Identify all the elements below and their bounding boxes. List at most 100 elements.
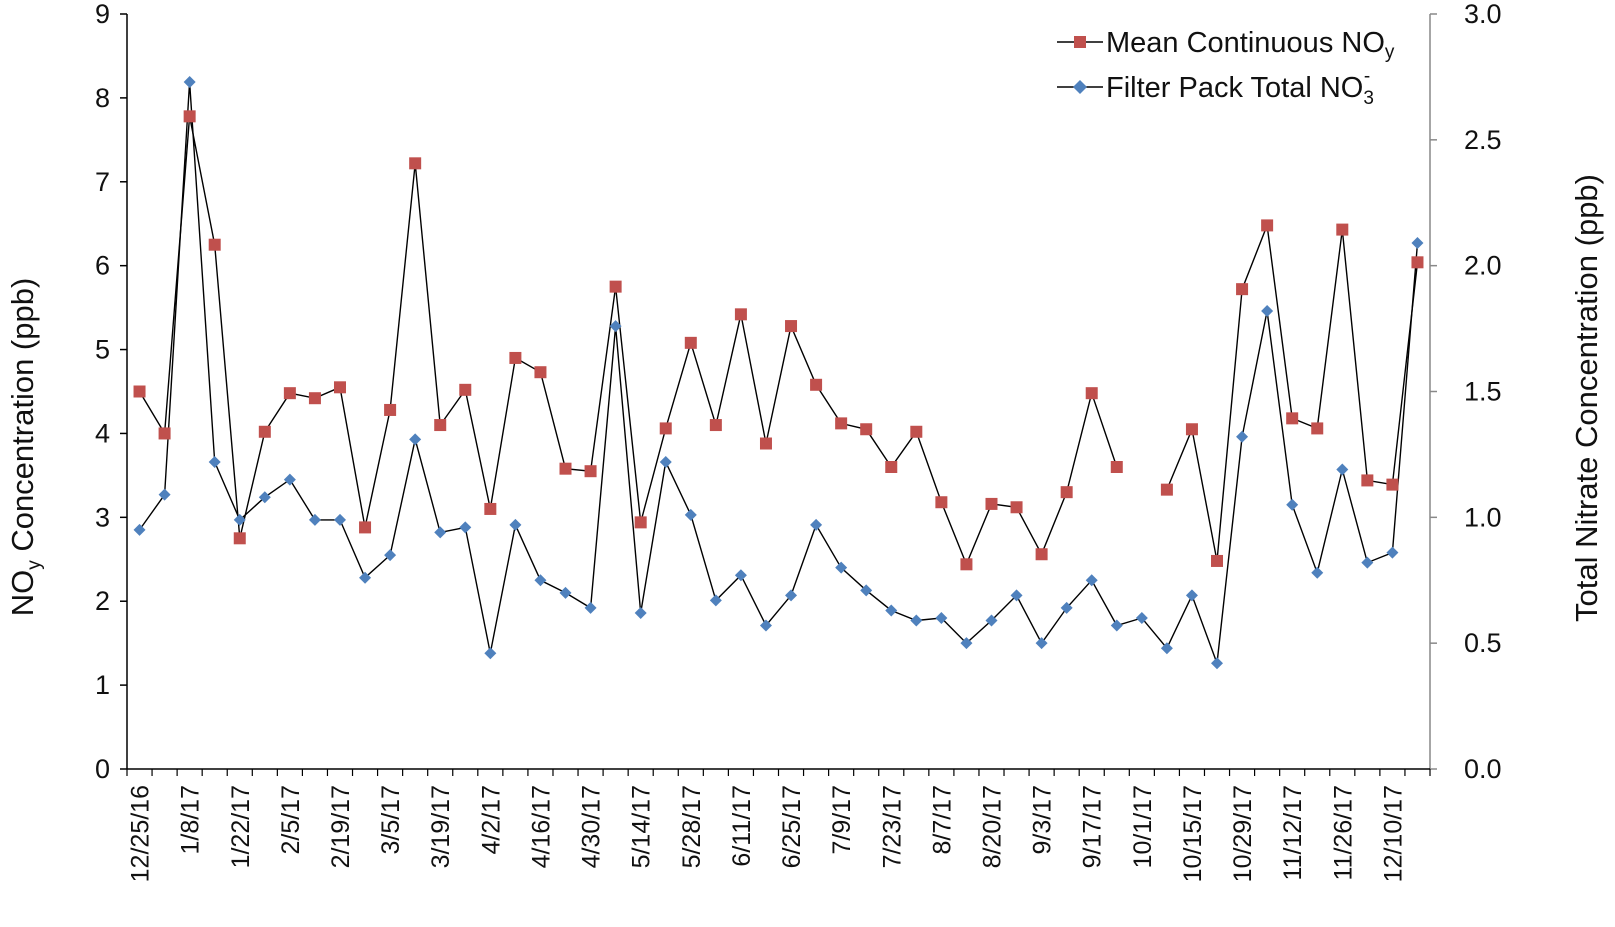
no3-point bbox=[734, 569, 747, 582]
x-ticks: 12/25/16 1/8/17 1/22/17 2/5/17 2/19/17 3/5/17… bbox=[126, 769, 1431, 882]
x-tick-label: 4/2/17 bbox=[477, 785, 505, 855]
noy-point bbox=[1085, 387, 1098, 400]
no3-point bbox=[609, 320, 622, 333]
x-tick-label: 8/7/17 bbox=[928, 785, 956, 855]
right-y-tick-label: 0.0 bbox=[1464, 754, 1502, 784]
noy-point bbox=[734, 308, 747, 321]
right-y-tick-label: 1.5 bbox=[1464, 377, 1502, 407]
noy-point bbox=[1110, 461, 1123, 473]
noy-point bbox=[1185, 423, 1198, 436]
noy-point bbox=[835, 417, 848, 430]
series-lines bbox=[138, 81, 1419, 664]
no3-point bbox=[534, 574, 547, 587]
no3-point bbox=[384, 549, 397, 562]
noy-point bbox=[1060, 486, 1073, 499]
legend-no3-sub: 3 bbox=[1363, 88, 1374, 109]
noy-point bbox=[384, 403, 397, 416]
noy-point bbox=[885, 461, 898, 473]
no3-point bbox=[1185, 589, 1198, 602]
no3-point bbox=[1160, 642, 1173, 655]
noy-point bbox=[709, 419, 722, 432]
no3-point bbox=[308, 513, 321, 526]
right-y-tick-label: 0.5 bbox=[1464, 628, 1502, 658]
noy-point bbox=[133, 385, 146, 398]
x-tick-label: 5/28/17 bbox=[678, 785, 706, 868]
no3-point bbox=[985, 614, 998, 627]
noy-point bbox=[559, 462, 572, 475]
noy-point bbox=[183, 110, 196, 123]
series-line-noy bbox=[138, 116, 1118, 567]
noy-point bbox=[1211, 554, 1224, 567]
noy-point bbox=[785, 320, 798, 333]
no3-point bbox=[1261, 304, 1274, 317]
x-tick-label: 5/14/17 bbox=[628, 785, 656, 868]
noy-point bbox=[684, 336, 697, 349]
noy-point bbox=[1286, 412, 1299, 425]
left-y-ticks: 0 1 2 3 4 5 6 7 8 9 bbox=[95, 0, 127, 784]
noy-point bbox=[634, 516, 647, 529]
noy-point bbox=[910, 425, 923, 438]
x-tick-label: 6/25/17 bbox=[778, 785, 806, 868]
no3-point bbox=[233, 513, 246, 526]
noy-point bbox=[308, 392, 321, 405]
noy-point bbox=[434, 419, 447, 432]
x-tick-label: 8/20/17 bbox=[978, 785, 1006, 868]
legend-no3-sup: - bbox=[1364, 66, 1370, 87]
no3-point bbox=[1386, 546, 1399, 559]
no3-point bbox=[559, 586, 572, 599]
x-tick-label: 1/8/17 bbox=[177, 785, 205, 855]
noy-point bbox=[409, 157, 422, 170]
no3-point bbox=[910, 614, 923, 627]
no3-point bbox=[359, 571, 372, 584]
left-y-tick-label: 8 bbox=[95, 83, 110, 113]
no3-point bbox=[1110, 619, 1123, 632]
no3-point bbox=[509, 518, 522, 531]
noy-point bbox=[1336, 223, 1349, 236]
noy-point bbox=[459, 383, 472, 396]
noy-point bbox=[208, 238, 221, 251]
series-markers bbox=[133, 75, 1424, 670]
noy-point bbox=[1035, 548, 1048, 561]
no3-point bbox=[935, 612, 948, 624]
x-tick-label: 1/22/17 bbox=[227, 785, 255, 868]
no3-point bbox=[759, 619, 772, 632]
no3-point bbox=[1010, 589, 1023, 602]
noy-point bbox=[283, 387, 296, 400]
no3-point bbox=[434, 526, 447, 539]
legend-noy-sub: y bbox=[1385, 42, 1395, 63]
left-y-tick-label: 9 bbox=[95, 0, 110, 29]
noy-point bbox=[609, 280, 622, 293]
x-tick-label: 4/30/17 bbox=[578, 785, 606, 868]
no3-point bbox=[709, 594, 722, 607]
left-y-title-rest: Concentration (ppb) bbox=[5, 278, 40, 561]
no3-point bbox=[158, 488, 171, 501]
noy-point bbox=[258, 425, 271, 438]
right-y-tick-label: 1.0 bbox=[1464, 502, 1502, 532]
no3-point bbox=[1035, 637, 1048, 650]
left-y-title-sub: y bbox=[24, 560, 45, 570]
noy-point bbox=[333, 381, 346, 394]
noy-point bbox=[985, 497, 998, 510]
left-y-axis-title: NOy Concentration (ppb) bbox=[5, 278, 45, 617]
no3-point bbox=[584, 601, 597, 614]
no3-point bbox=[333, 513, 346, 526]
left-y-tick-label: 0 bbox=[95, 754, 110, 784]
x-tick-label: 7/23/17 bbox=[878, 785, 906, 868]
noy-point bbox=[659, 422, 672, 435]
noy-point bbox=[534, 366, 547, 379]
x-tick-label: 12/25/16 bbox=[127, 785, 155, 882]
no3-point bbox=[133, 523, 146, 536]
noy-point bbox=[1010, 501, 1023, 514]
no3-point bbox=[1135, 612, 1148, 624]
noy-point bbox=[759, 437, 772, 450]
legend-no3-main: Filter Pack Total NO bbox=[1106, 72, 1363, 104]
x-tick-label: 9/3/17 bbox=[1029, 785, 1057, 855]
noy-point bbox=[810, 378, 823, 391]
x-tick-label: 4/16/17 bbox=[527, 785, 555, 868]
left-y-tick-label: 6 bbox=[95, 251, 110, 281]
legend-marker-noy bbox=[1074, 36, 1086, 48]
no3-point bbox=[860, 584, 873, 597]
series-line-no3 bbox=[138, 81, 1419, 664]
x-tick-label: 9/17/17 bbox=[1079, 785, 1107, 868]
